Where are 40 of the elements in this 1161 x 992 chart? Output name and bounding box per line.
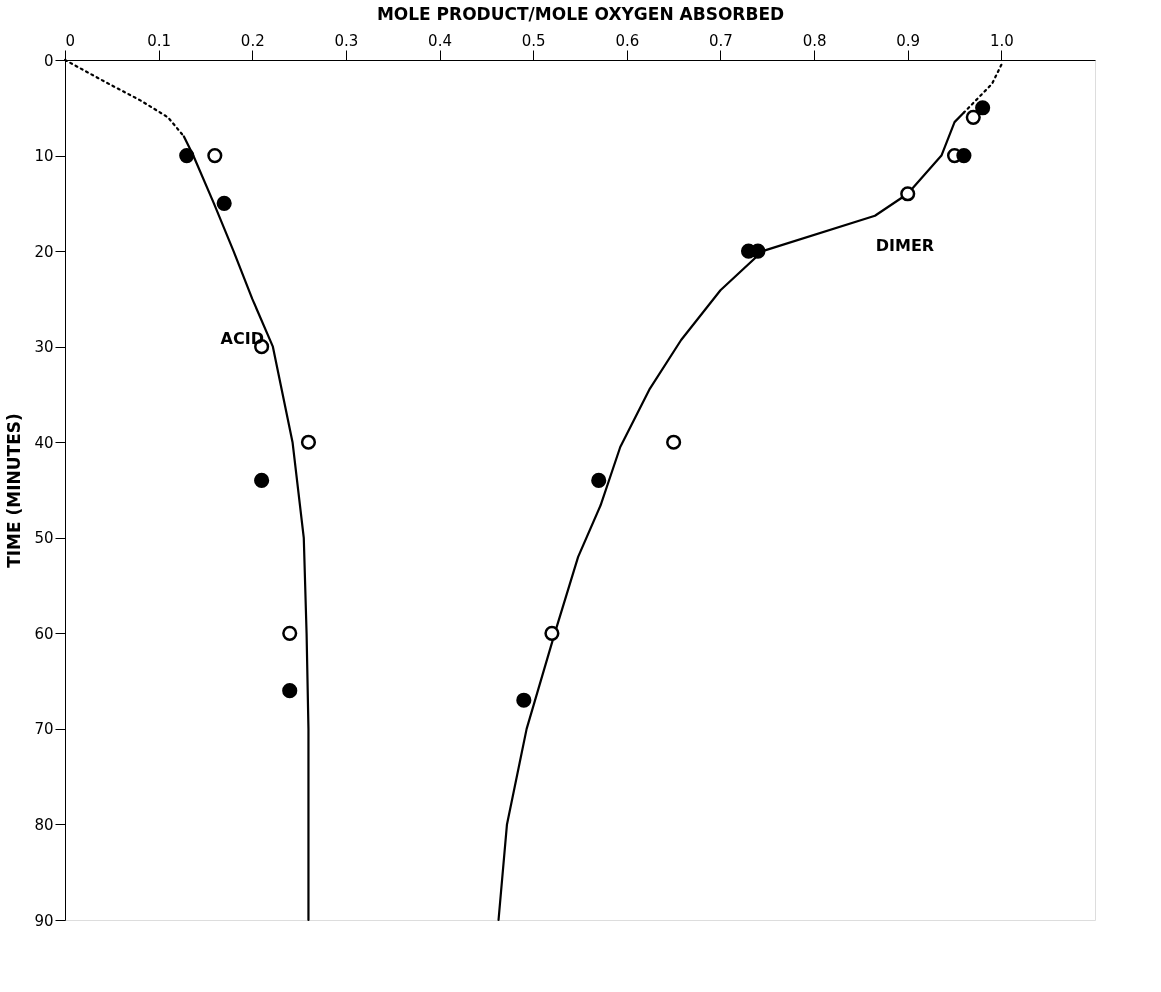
point bbox=[666, 434, 682, 450]
point bbox=[207, 147, 223, 164]
point bbox=[300, 434, 317, 450]
point bbox=[179, 147, 195, 164]
point bbox=[216, 195, 232, 211]
x-tick-label: 0.1 bbox=[147, 31, 172, 50]
y-axis-title: TIME (MINUTES) bbox=[4, 413, 25, 568]
point bbox=[516, 692, 532, 708]
point bbox=[956, 147, 972, 164]
x-tick-label: 0.5 bbox=[521, 31, 546, 50]
y-tick-label: 80 bbox=[34, 815, 54, 834]
y-tick-label: 10 bbox=[34, 147, 54, 166]
point bbox=[900, 186, 916, 202]
x-tick-label: 0.8 bbox=[802, 31, 827, 50]
point bbox=[282, 625, 298, 641]
y-tick-label: 50 bbox=[34, 529, 54, 548]
x-tick-label: 0.9 bbox=[896, 31, 921, 50]
point bbox=[254, 472, 270, 489]
annotation: DIMER bbox=[875, 235, 935, 255]
y-tick-label: 30 bbox=[34, 338, 54, 357]
x-tick-label: 0 bbox=[65, 31, 76, 50]
point bbox=[591, 472, 607, 489]
point bbox=[282, 683, 298, 699]
y-tick-label: 70 bbox=[34, 720, 54, 739]
point bbox=[975, 100, 991, 116]
y-tick-label: 40 bbox=[34, 433, 54, 452]
y-tick-label: 20 bbox=[34, 242, 54, 261]
y-tick-label: 60 bbox=[34, 624, 54, 643]
x-tick-label: 0.6 bbox=[615, 31, 640, 50]
annotation: ACID bbox=[220, 328, 264, 348]
x-axis-title: MOLE PRODUCT/MOLE OXYGEN ABSORBED bbox=[376, 3, 785, 24]
x-tick-label: 0.3 bbox=[334, 31, 359, 50]
x-tick-label: 0.2 bbox=[240, 31, 265, 50]
point bbox=[965, 109, 981, 125]
y-tick-label: 90 bbox=[34, 911, 54, 930]
x-tick-label: 1.0 bbox=[989, 31, 1014, 50]
point bbox=[544, 625, 560, 641]
y-tick-label: 0 bbox=[43, 51, 54, 70]
x-tick-label: 0.4 bbox=[428, 31, 452, 50]
x-tick-label: 0.7 bbox=[709, 31, 733, 50]
